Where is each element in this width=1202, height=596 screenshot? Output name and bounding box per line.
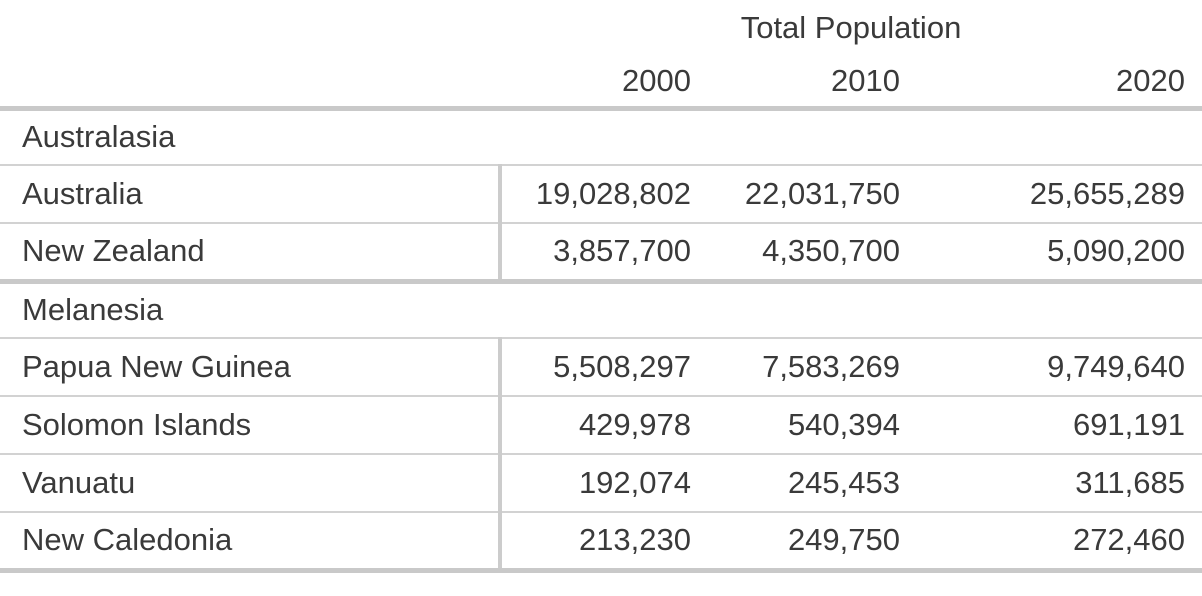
population-value-cell: 540,394 — [705, 396, 914, 455]
year-column-header-2000: 2000 — [500, 56, 705, 111]
country-name-cell: Papua New Guinea — [0, 338, 502, 397]
population-value-cell: 245,453 — [705, 454, 914, 513]
population-value-cell: 311,685 — [914, 454, 1202, 513]
table-row-australia: Australia 19,028,802 22,031,750 25,655,2… — [0, 165, 1202, 224]
population-value-cell: 5,090,200 — [914, 223, 1202, 284]
country-name-cell: Solomon Islands — [0, 396, 502, 455]
country-name-cell: New Zealand — [0, 223, 502, 284]
country-name-cell: New Caledonia — [0, 512, 502, 573]
population-value-cell: 249,750 — [705, 512, 914, 573]
country-name-cell: Vanuatu — [0, 454, 502, 513]
population-value-cell: 3,857,700 — [500, 223, 705, 284]
population-table: Total Population 2000 2010 2020 Australa… — [0, 0, 1202, 573]
table-row-papua-new-guinea: Papua New Guinea 5,508,297 7,583,269 9,7… — [0, 338, 1202, 397]
population-value-cell: 7,583,269 — [705, 338, 914, 397]
table-title-row: Total Population — [0, 0, 1202, 56]
population-value-cell: 192,074 — [500, 454, 705, 513]
table-row-new-caledonia: New Caledonia 213,230 249,750 272,460 — [0, 512, 1202, 573]
population-value-cell: 25,655,289 — [914, 165, 1202, 224]
section-label: Australasia — [0, 108, 1202, 166]
population-value-cell: 19,028,802 — [500, 165, 705, 224]
section-header-row-melanesia: Melanesia — [0, 281, 1202, 339]
table-row-vanuatu: Vanuatu 192,074 245,453 311,685 — [0, 454, 1202, 513]
population-value-cell: 272,460 — [914, 512, 1202, 573]
population-value-cell: 9,749,640 — [914, 338, 1202, 397]
population-value-cell: 4,350,700 — [705, 223, 914, 284]
table-title: Total Population — [740, 10, 962, 45]
table-row-solomon-islands: Solomon Islands 429,978 540,394 691,191 — [0, 396, 1202, 455]
year-header-spacer — [0, 56, 500, 111]
table-row-new-zealand: New Zealand 3,857,700 4,350,700 5,090,20… — [0, 223, 1202, 284]
population-value-cell: 429,978 — [500, 396, 705, 455]
country-name-cell: Australia — [0, 165, 502, 224]
section-header-row-australasia: Australasia — [0, 108, 1202, 166]
year-column-header-2020: 2020 — [914, 56, 1202, 111]
population-value-cell: 691,191 — [914, 396, 1202, 455]
population-value-cell: 22,031,750 — [705, 165, 914, 224]
section-label: Melanesia — [0, 281, 1202, 339]
population-value-cell: 5,508,297 — [500, 338, 705, 397]
year-column-header-2010: 2010 — [705, 56, 914, 111]
population-value-cell: 213,230 — [500, 512, 705, 573]
title-row-spacer — [0, 0, 500, 56]
column-header-row: 2000 2010 2020 — [0, 56, 1202, 111]
